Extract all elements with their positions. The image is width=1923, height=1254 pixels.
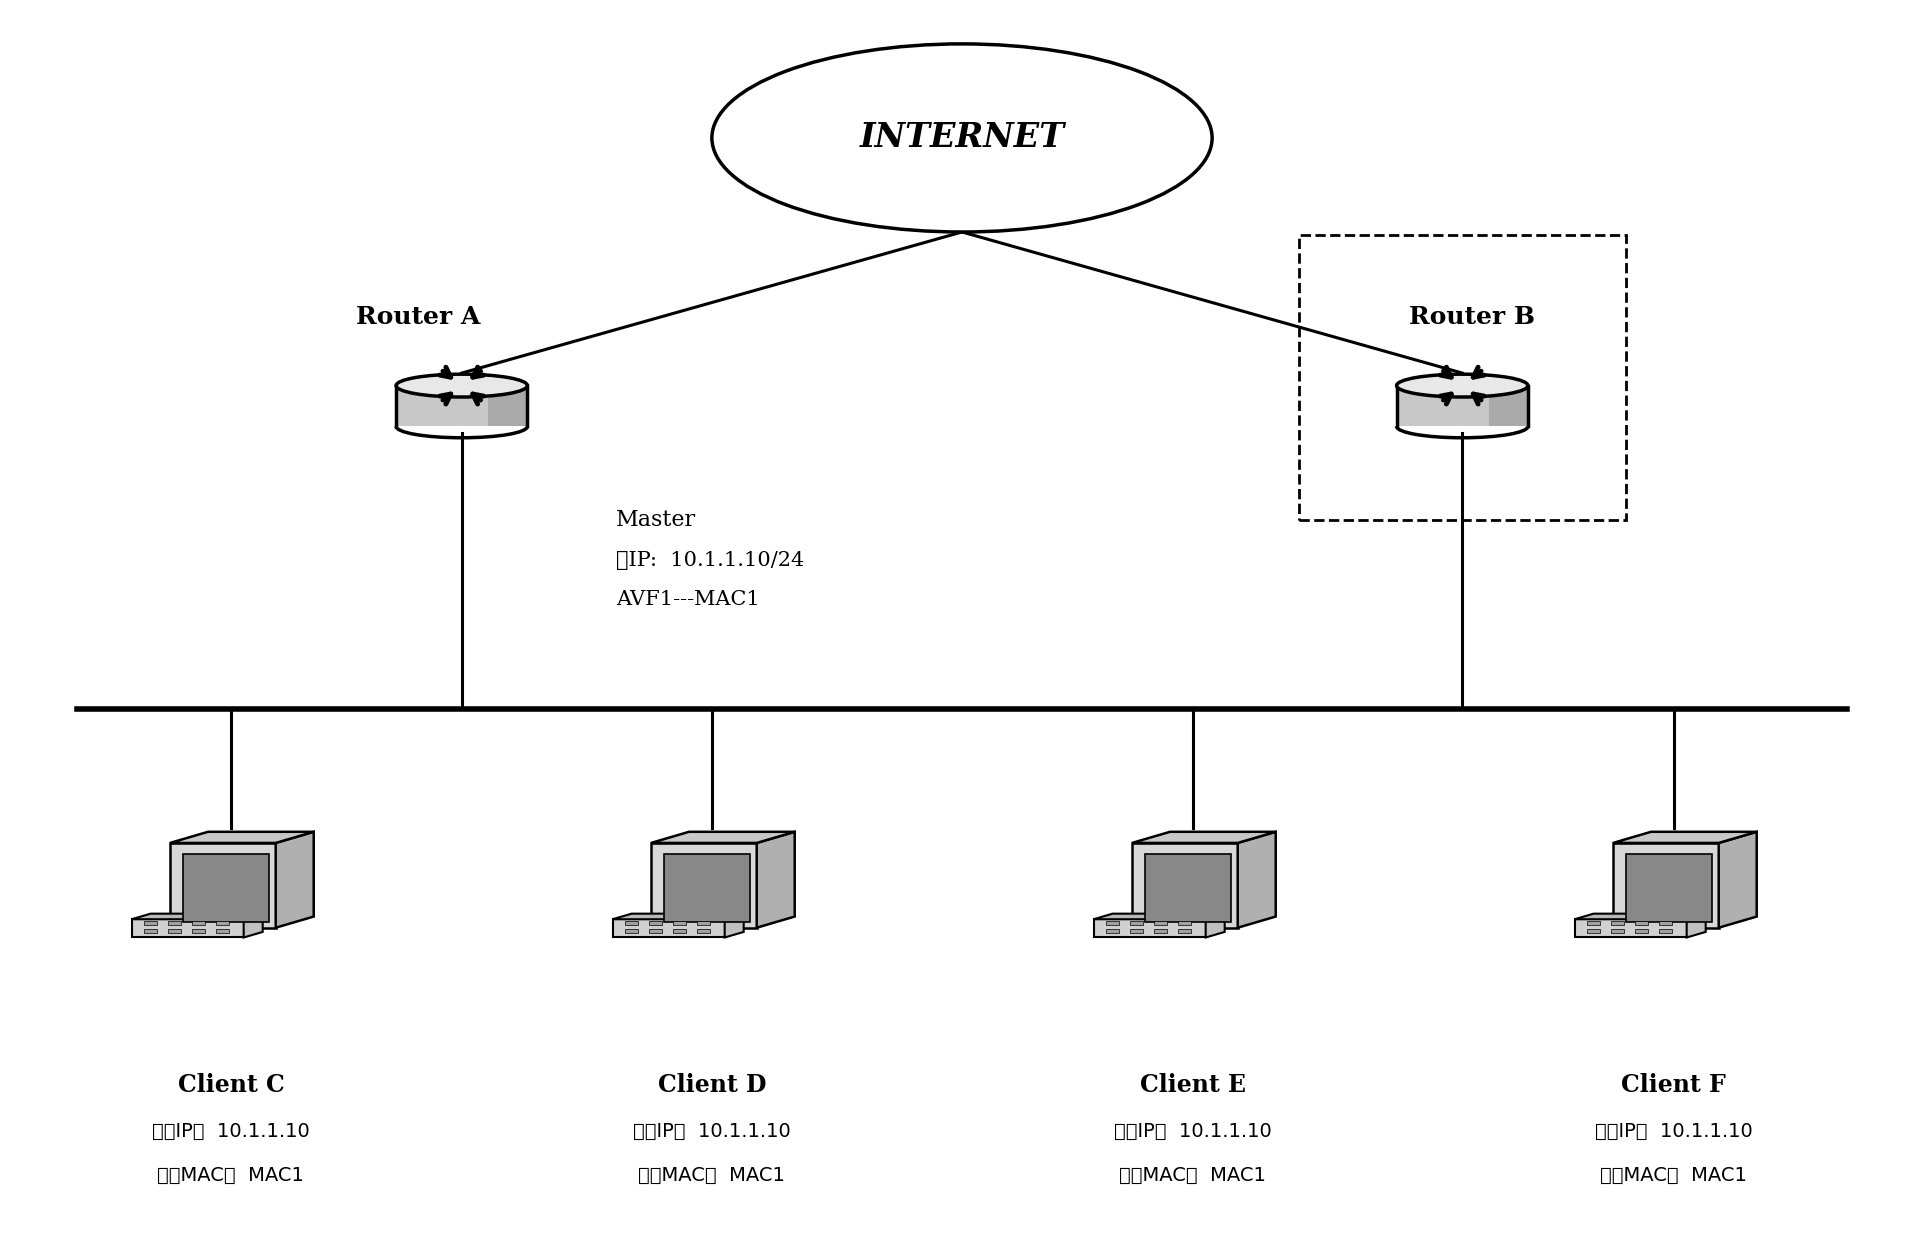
Polygon shape [1635, 929, 1648, 933]
Polygon shape [1131, 831, 1275, 843]
Text: 网关MAC：  MAC1: 网关MAC： MAC1 [1119, 1165, 1265, 1185]
Polygon shape [1573, 914, 1706, 919]
Polygon shape [625, 920, 638, 924]
Text: Client C: Client C [177, 1072, 285, 1097]
Polygon shape [131, 919, 244, 938]
Polygon shape [1131, 920, 1142, 924]
Polygon shape [1179, 929, 1190, 933]
Polygon shape [1144, 854, 1231, 922]
Polygon shape [1154, 929, 1167, 933]
Ellipse shape [712, 44, 1211, 232]
Polygon shape [488, 386, 527, 426]
Text: 网关IP：  10.1.1.10: 网关IP： 10.1.1.10 [152, 1121, 310, 1141]
Polygon shape [1660, 929, 1671, 933]
Ellipse shape [396, 374, 527, 398]
Text: 网关IP：  10.1.1.10: 网关IP： 10.1.1.10 [1594, 1121, 1752, 1141]
Polygon shape [169, 831, 313, 843]
Polygon shape [192, 920, 206, 924]
Polygon shape [217, 920, 229, 924]
Polygon shape [169, 929, 181, 933]
Text: 网关MAC：  MAC1: 网关MAC： MAC1 [1600, 1165, 1746, 1185]
Text: INTERNET: INTERNET [860, 122, 1063, 154]
Text: Client D: Client D [658, 1072, 765, 1097]
Polygon shape [725, 914, 744, 938]
Polygon shape [1611, 843, 1717, 928]
Polygon shape [1206, 914, 1225, 938]
Text: Client E: Client E [1138, 1072, 1246, 1097]
Polygon shape [1573, 919, 1686, 938]
Polygon shape [1717, 831, 1756, 928]
Polygon shape [612, 914, 744, 919]
Polygon shape [1488, 386, 1527, 426]
Polygon shape [1131, 843, 1236, 928]
Polygon shape [1179, 920, 1190, 924]
Text: 网关IP：  10.1.1.10: 网关IP： 10.1.1.10 [1113, 1121, 1271, 1141]
Polygon shape [1092, 914, 1225, 919]
Text: Master: Master [615, 509, 696, 532]
Polygon shape [625, 929, 638, 933]
Polygon shape [650, 920, 662, 924]
Polygon shape [1154, 920, 1167, 924]
Polygon shape [663, 854, 750, 922]
Polygon shape [1106, 920, 1119, 924]
Polygon shape [1236, 831, 1275, 928]
Text: Router B: Router B [1408, 305, 1535, 329]
Polygon shape [396, 386, 527, 426]
Polygon shape [1396, 386, 1527, 426]
Polygon shape [1586, 920, 1600, 924]
Ellipse shape [1396, 374, 1527, 398]
Polygon shape [1611, 831, 1756, 843]
Text: 网关IP：  10.1.1.10: 网关IP： 10.1.1.10 [633, 1121, 790, 1141]
Polygon shape [183, 854, 269, 922]
Polygon shape [1611, 920, 1623, 924]
Polygon shape [192, 929, 206, 933]
Polygon shape [275, 831, 313, 928]
Text: Client F: Client F [1621, 1072, 1725, 1097]
Polygon shape [144, 929, 158, 933]
Text: Router A: Router A [356, 305, 481, 329]
Polygon shape [1106, 929, 1119, 933]
Polygon shape [698, 920, 710, 924]
Polygon shape [144, 920, 158, 924]
Text: AVF1---MAC1: AVF1---MAC1 [615, 589, 760, 609]
Polygon shape [1660, 920, 1671, 924]
Polygon shape [612, 919, 725, 938]
Polygon shape [244, 914, 263, 938]
Polygon shape [1611, 929, 1623, 933]
Polygon shape [131, 914, 263, 919]
Polygon shape [673, 929, 687, 933]
Polygon shape [1686, 914, 1706, 938]
Text: 號IP:  10.1.1.10/24: 號IP: 10.1.1.10/24 [615, 551, 804, 571]
Polygon shape [650, 843, 756, 928]
Polygon shape [1586, 929, 1600, 933]
Polygon shape [650, 929, 662, 933]
Text: 网关MAC：  MAC1: 网关MAC： MAC1 [638, 1165, 785, 1185]
Polygon shape [1092, 919, 1206, 938]
Polygon shape [650, 831, 794, 843]
Polygon shape [1635, 920, 1648, 924]
Polygon shape [1131, 929, 1142, 933]
Polygon shape [756, 831, 794, 928]
Polygon shape [217, 929, 229, 933]
Polygon shape [169, 843, 275, 928]
Polygon shape [673, 920, 687, 924]
Polygon shape [698, 929, 710, 933]
Text: 网关MAC：  MAC1: 网关MAC： MAC1 [158, 1165, 304, 1185]
Polygon shape [1625, 854, 1711, 922]
Polygon shape [169, 920, 181, 924]
